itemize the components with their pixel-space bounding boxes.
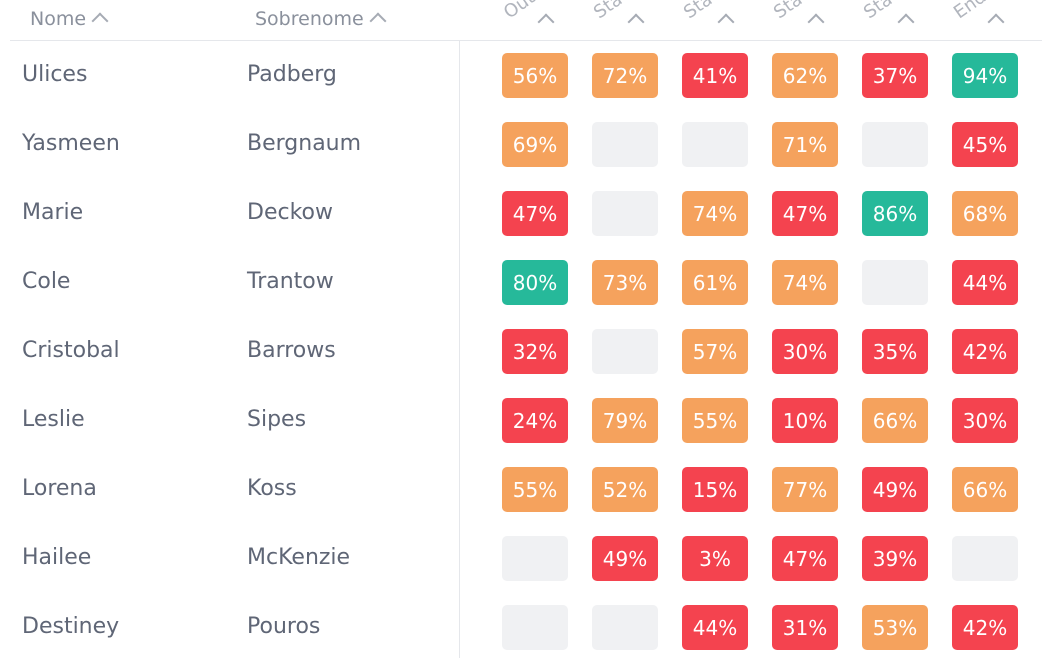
first-name-cell: Leslie [22, 407, 85, 432]
score-badge[interactable]: 66% [952, 467, 1018, 512]
score-badge[interactable]: 30% [772, 329, 838, 374]
sort-asc-icon[interactable] [91, 12, 109, 30]
empty-score-cell[interactable] [592, 329, 658, 374]
score-badge[interactable]: 42% [952, 605, 1018, 650]
score-badge[interactable]: 10% [772, 398, 838, 443]
column-header-metric-2[interactable]: Stav [592, 0, 658, 36]
score-badge[interactable]: 74% [772, 260, 838, 305]
empty-score-cell[interactable] [592, 122, 658, 167]
score-badge[interactable]: 31% [772, 605, 838, 650]
score-badge[interactable]: 41% [682, 53, 748, 98]
last-name-cell: Pouros [247, 614, 321, 639]
score-badge[interactable]: 3% [682, 536, 748, 581]
empty-score-cell[interactable] [682, 122, 748, 167]
first-name-cell: Cole [22, 269, 71, 294]
score-badge[interactable]: 94% [952, 53, 1018, 98]
last-name-cell: Barrows [247, 338, 336, 363]
score-badge[interactable]: 39% [862, 536, 928, 581]
score-badge[interactable]: 68% [952, 191, 1018, 236]
header-divider [10, 40, 1042, 41]
score-badge[interactable]: 44% [952, 260, 1018, 305]
score-badge[interactable]: 37% [862, 53, 928, 98]
score-badge[interactable]: 35% [862, 329, 928, 374]
score-badge[interactable]: 80% [502, 260, 568, 305]
first-name-cell: Destiney [22, 614, 120, 639]
first-name-cell: Hailee [22, 545, 92, 570]
score-badge[interactable]: 45% [952, 122, 1018, 167]
last-name-cell: Padberg [247, 62, 337, 87]
score-badge[interactable]: 69% [502, 122, 568, 167]
score-badge[interactable]: 52% [592, 467, 658, 512]
column-header-metric-6[interactable]: End [952, 0, 1018, 36]
first-name-cell: Yasmeen [22, 131, 120, 156]
empty-score-cell[interactable] [592, 191, 658, 236]
score-badge[interactable]: 15% [682, 467, 748, 512]
score-badge[interactable]: 57% [682, 329, 748, 374]
first-name-cell: Marie [22, 200, 84, 225]
score-badge[interactable]: 77% [772, 467, 838, 512]
score-badge[interactable]: 55% [502, 467, 568, 512]
sort-asc-icon[interactable] [897, 13, 915, 31]
sort-asc-icon[interactable] [987, 13, 1005, 31]
score-badge[interactable]: 42% [952, 329, 1018, 374]
score-badge[interactable]: 55% [682, 398, 748, 443]
score-badge[interactable]: 30% [952, 398, 1018, 443]
first-name-cell: Cristobal [22, 338, 120, 363]
empty-score-cell[interactable] [952, 536, 1018, 581]
score-badge[interactable]: 32% [502, 329, 568, 374]
first-name-cell: Lorena [22, 476, 97, 501]
score-badge[interactable]: 86% [862, 191, 928, 236]
last-name-cell: McKenzie [247, 545, 351, 570]
empty-score-cell[interactable] [502, 536, 568, 581]
score-badge[interactable]: 56% [502, 53, 568, 98]
column-header-metric-5[interactable]: Stav [862, 0, 928, 36]
column-header-last-name-label: Sobrenome [255, 8, 364, 30]
column-header-first-name[interactable]: Nome [30, 8, 109, 30]
score-badge[interactable]: 72% [592, 53, 658, 98]
last-name-cell: Deckow [247, 200, 333, 225]
column-header-first-name-label: Nome [30, 8, 87, 30]
score-badge[interactable]: 47% [772, 536, 838, 581]
score-badge[interactable]: 61% [682, 260, 748, 305]
score-badge[interactable]: 49% [592, 536, 658, 581]
sort-asc-icon[interactable] [369, 12, 387, 30]
sort-asc-icon[interactable] [537, 13, 555, 31]
column-header-metric-4[interactable]: Stav [772, 0, 838, 36]
score-badge[interactable]: 53% [862, 605, 928, 650]
sort-asc-icon[interactable] [807, 13, 825, 31]
empty-score-cell[interactable] [862, 122, 928, 167]
column-divider [459, 41, 460, 658]
sort-asc-icon[interactable] [627, 13, 645, 31]
score-badge[interactable]: 71% [772, 122, 838, 167]
first-name-cell: Ulices [22, 62, 88, 87]
score-badge[interactable]: 74% [682, 191, 748, 236]
last-name-cell: Koss [247, 476, 297, 501]
sort-asc-icon[interactable] [717, 13, 735, 31]
score-badge[interactable]: 62% [772, 53, 838, 98]
column-header-metric-1[interactable]: Outr [502, 0, 568, 36]
score-badge[interactable]: 66% [862, 398, 928, 443]
score-badge[interactable]: 24% [502, 398, 568, 443]
score-badge[interactable]: 47% [502, 191, 568, 236]
last-name-cell: Bergnaum [247, 131, 362, 156]
score-badge[interactable]: 79% [592, 398, 658, 443]
last-name-cell: Sipes [247, 407, 307, 432]
empty-score-cell[interactable] [502, 605, 568, 650]
last-name-cell: Trantow [247, 269, 334, 294]
score-badge[interactable]: 44% [682, 605, 748, 650]
column-header-metric-label: End [952, 0, 991, 24]
score-badge[interactable]: 73% [592, 260, 658, 305]
column-header-metric-3[interactable]: Stav [682, 0, 748, 36]
empty-score-cell[interactable] [592, 605, 658, 650]
column-header-last-name[interactable]: Sobrenome [255, 8, 387, 30]
empty-score-cell[interactable] [862, 260, 928, 305]
score-badge[interactable]: 47% [772, 191, 838, 236]
score-badge[interactable]: 49% [862, 467, 928, 512]
